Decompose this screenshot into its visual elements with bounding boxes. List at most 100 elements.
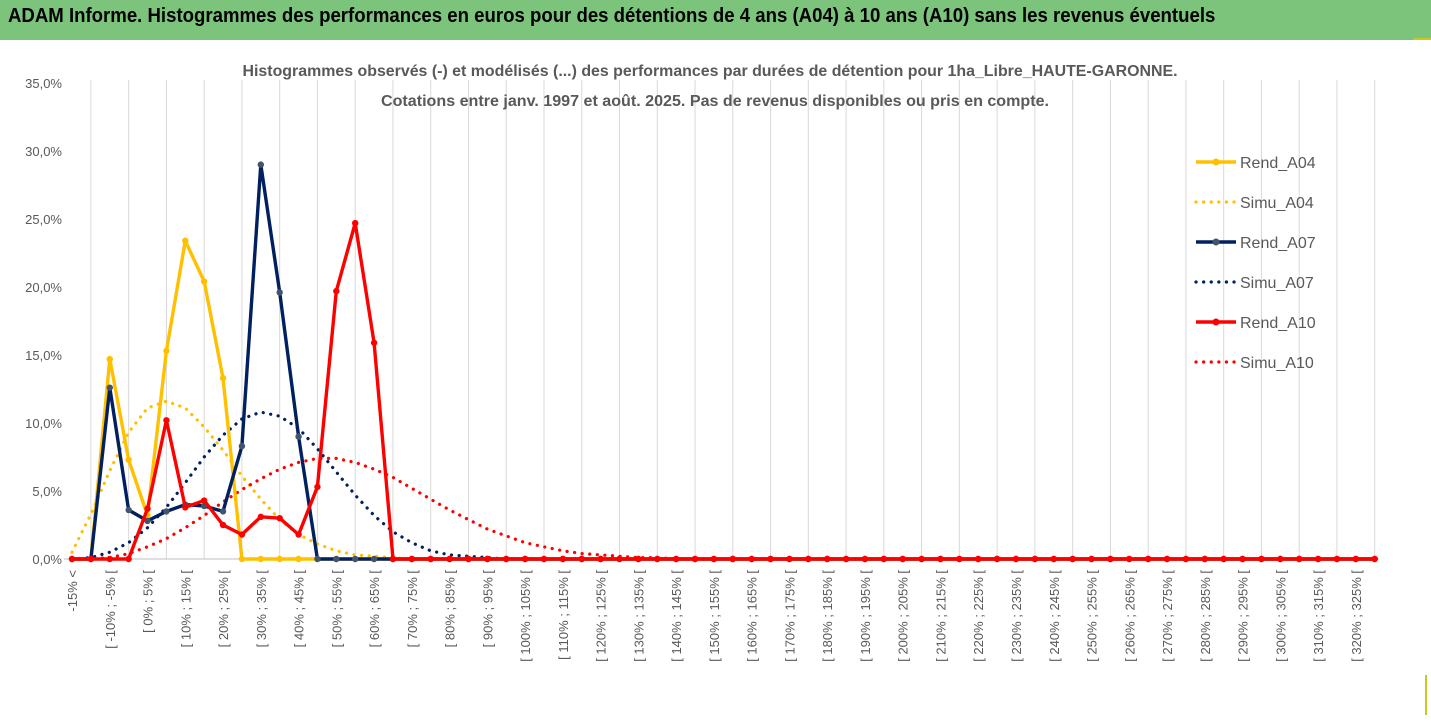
x-tick-label: [ 280% ; 285% [ <box>1198 570 1213 662</box>
data-point <box>975 555 982 563</box>
data-point <box>1088 555 1095 563</box>
data-point <box>1050 555 1057 563</box>
data-point <box>257 161 264 168</box>
series-rend-a10 <box>68 219 1378 563</box>
series-rend-a04 <box>68 237 1378 563</box>
data-point <box>559 555 567 563</box>
data-point <box>238 442 246 450</box>
data-point <box>729 555 736 563</box>
data-point <box>238 531 246 538</box>
data-point <box>465 555 472 563</box>
x-tick-label: [ 160% ; 165% [ <box>745 570 760 662</box>
x-tick-label: [ 170% ; 175% [ <box>782 570 797 662</box>
data-point <box>144 517 151 525</box>
x-tick-label: [ 270% ; 275% [ <box>1160 570 1175 662</box>
data-point <box>352 219 359 227</box>
data-point <box>219 374 227 382</box>
x-tick-label: [ -10% ; -5% [ <box>103 570 118 649</box>
x-tick-label: [ 20% ; 25% [ <box>216 570 231 648</box>
data-point <box>710 555 718 563</box>
x-tick-label: [ 10% ; 15% [ <box>178 570 193 648</box>
data-point <box>654 555 661 563</box>
data-point <box>106 555 113 563</box>
data-point <box>1352 555 1360 563</box>
legend-label: Simu_A10 <box>1240 355 1314 372</box>
x-tick-label: [ 70% ; 75% [ <box>405 570 420 648</box>
x-tick-label: [ 90% ; 95% [ <box>480 570 495 648</box>
data-point <box>861 555 869 563</box>
data-point <box>276 555 283 563</box>
data-point <box>880 555 888 563</box>
legend-label: Rend_A07 <box>1240 235 1316 252</box>
data-point <box>200 278 208 285</box>
data-point <box>635 555 642 563</box>
data-point <box>540 555 548 563</box>
legend-label: Simu_A07 <box>1240 275 1314 292</box>
data-point <box>616 555 623 563</box>
data-point <box>182 504 189 511</box>
axis-layer: 0,0% 5,0% 10,0% 15,0% 20,0% 25,0% 30,0% 35,0% -1… <box>25 76 1379 662</box>
data-point <box>125 555 132 563</box>
x-tick-label: [ 230% ; 235% [ <box>1009 570 1024 662</box>
legend-item-simu_a04: Simu_A04 <box>1194 195 1314 212</box>
page-title: ADAM Informe. Histogrammes des performan… <box>8 5 1216 27</box>
x-tick-label: [ 300% ; 305% [ <box>1273 570 1288 662</box>
data-point <box>672 555 680 563</box>
data-point <box>1107 555 1114 563</box>
y-tick-label: 30,0% <box>25 144 62 159</box>
data-point <box>219 508 227 515</box>
data-point <box>333 287 340 295</box>
legend-label: Rend_A10 <box>1240 315 1316 332</box>
data-point <box>767 555 774 563</box>
x-tick-label: [ 260% ; 265% [ <box>1122 570 1137 662</box>
data-point <box>276 289 283 296</box>
legend-marker <box>1212 158 1220 166</box>
data-point <box>314 555 321 563</box>
performance-histogram-chart: 0,0% 5,0% 10,0% 15,0% 20,0% 25,0% 30,0% 35,0% -1… <box>25 63 1379 662</box>
data-point <box>68 555 76 563</box>
series-line-rend_a10 <box>72 221 1375 561</box>
x-tick-label: [ 310% ; 315% [ <box>1311 570 1326 662</box>
data-point <box>200 497 208 504</box>
y-tick-label: 0,0% <box>32 552 62 567</box>
x-tick-label: [ 50% ; 55% [ <box>329 570 344 648</box>
legend-item-simu_a07: Simu_A07 <box>1194 275 1314 292</box>
x-tick-label: [ 110% ; 115% [ <box>556 570 571 660</box>
header-bar: ADAM Informe. Histogrammes des performan… <box>0 0 1431 40</box>
x-tick-label: [ 0% ; 5% [ <box>141 570 156 633</box>
data-point <box>219 521 227 529</box>
x-tick-label: [ 80% ; 85% [ <box>443 570 458 648</box>
series-line-simu_a10 <box>70 456 1377 561</box>
series-line-rend_a07 <box>72 162 1375 561</box>
x-tick-label: [ 40% ; 45% [ <box>292 570 307 648</box>
data-point <box>370 555 378 563</box>
data-point <box>956 555 963 563</box>
y-tick-label: 5,0% <box>32 484 62 499</box>
data-point <box>1220 555 1227 563</box>
data-point <box>446 555 453 563</box>
data-point <box>295 555 302 563</box>
series-simu-a07 <box>70 410 1377 561</box>
x-tick-label: [ 200% ; 205% [ <box>896 570 911 662</box>
data-point <box>503 555 510 563</box>
data-point <box>1277 555 1284 563</box>
data-point <box>578 555 585 563</box>
x-tick-label: [ 190% ; 195% [ <box>858 570 873 662</box>
data-point <box>1333 555 1341 563</box>
y-tick-label: 25,0% <box>25 212 62 227</box>
x-tick-label: [ 150% ; 155% [ <box>707 570 722 662</box>
data-point <box>899 555 906 563</box>
data-point <box>1371 555 1378 563</box>
chart-title-line-1: Histogrammes observés (-) et modélisés (… <box>243 63 1178 80</box>
data-point <box>484 555 491 563</box>
data-point <box>163 417 170 424</box>
data-point <box>257 513 264 521</box>
data-point <box>314 483 321 491</box>
data-point <box>257 555 264 563</box>
x-tick-label: [ 120% ; 125% [ <box>594 570 609 662</box>
legend-marker <box>1212 318 1220 326</box>
legend-item-rend_a10: Rend_A10 <box>1196 315 1316 332</box>
data-point <box>1296 555 1303 563</box>
x-tick-label: [ 60% ; 65% [ <box>367 570 382 648</box>
x-tick-label: [ 210% ; 215% [ <box>933 570 948 662</box>
